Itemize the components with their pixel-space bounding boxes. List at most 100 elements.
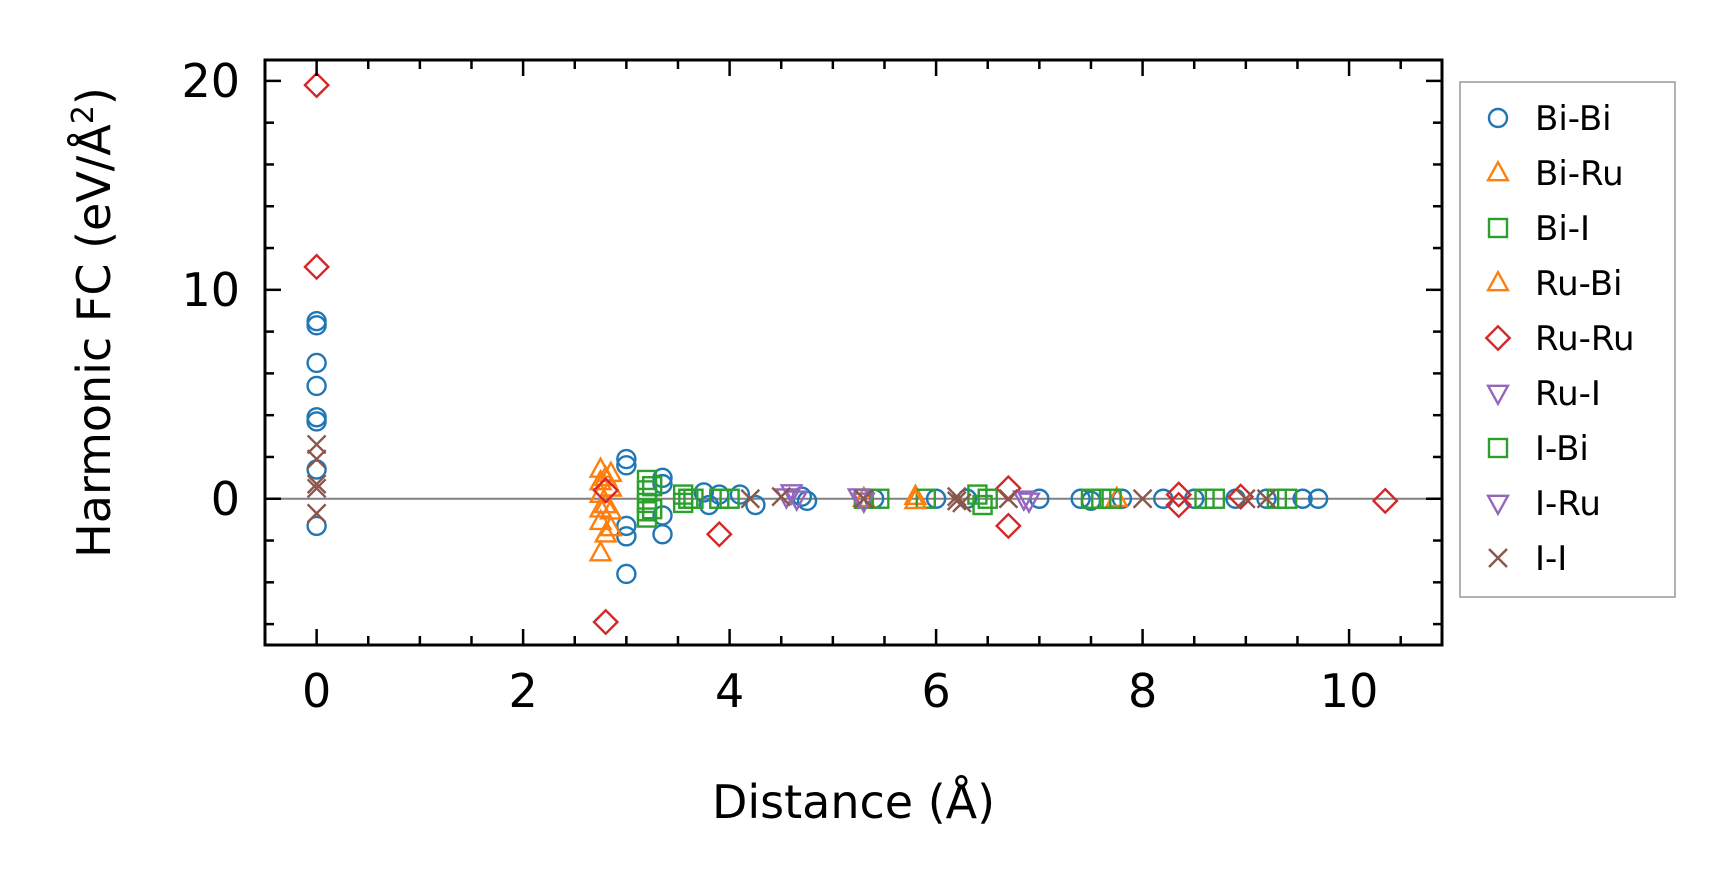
- point-ru-bi: [593, 464, 618, 487]
- point-i-bi: [641, 498, 663, 520]
- point-bi-bi: [306, 315, 327, 336]
- legend-marker-ru-bi: [1486, 269, 1510, 292]
- x-tick-label: 4: [715, 664, 744, 718]
- legend-entry-i-i: I-I: [1535, 539, 1567, 579]
- point-bi-ru: [588, 508, 613, 531]
- point-bi-i: [672, 492, 694, 514]
- point-bi-bi: [616, 563, 637, 585]
- point-i-i: [306, 503, 327, 524]
- axis-ticks: [263, 60, 1442, 645]
- y-axis-label-main: Harmonic FC (eV/Å: [67, 124, 121, 558]
- legend-entry-i-bi: I-Bi: [1535, 429, 1589, 469]
- legend-marker-i-ru: [1486, 494, 1510, 517]
- point-i-bi: [678, 488, 699, 509]
- point-bi-bi: [306, 352, 327, 374]
- point-ru-i: [779, 484, 804, 506]
- point-i-i: [998, 488, 1019, 509]
- point-bi-i: [1194, 488, 1215, 509]
- point-i-bi: [1091, 488, 1112, 509]
- point-i-i: [306, 449, 327, 469]
- point-ru-ru: [994, 512, 1022, 540]
- point-ru-bi: [593, 491, 618, 514]
- point-i-i: [740, 488, 761, 509]
- point-bi-i: [1276, 488, 1298, 509]
- point-bi-bi: [616, 448, 637, 470]
- point-bi-bi: [306, 459, 327, 480]
- point-bi-bi: [1256, 488, 1277, 509]
- point-bi-bi: [1292, 488, 1313, 509]
- point-ru-ru: [1371, 487, 1399, 515]
- plot-area: 0 2 4 6 8 10 0 10 20: [181, 54, 1444, 718]
- point-ru-i: [1011, 490, 1036, 513]
- point-ru-ru: [303, 253, 331, 281]
- point-bi-bi: [616, 515, 637, 537]
- point-i-i: [306, 474, 327, 494]
- point-bi-bi: [1070, 488, 1091, 509]
- legend-entry-bi-bi: Bi-Bi: [1535, 99, 1612, 139]
- tick-labels: 0 2 4 6 8 10 0 10 20: [181, 54, 1378, 718]
- legend-marker-ru-i: [1486, 384, 1510, 407]
- point-bi-bi: [652, 524, 673, 545]
- point-bi-i: [972, 494, 993, 516]
- point-bi-bi: [652, 473, 673, 495]
- point-bi-bi: [1111, 488, 1133, 509]
- x-tick-label: 2: [508, 664, 537, 718]
- point-ru-bi: [903, 487, 928, 510]
- point-bi-bi: [306, 375, 327, 397]
- plot-frame: [263, 58, 1444, 647]
- legend-marker-ru-ru: [1484, 324, 1512, 352]
- x-tick-label: 8: [1128, 664, 1157, 718]
- point-i-i: [306, 478, 327, 499]
- point-bi-ru: [588, 539, 613, 562]
- point-i-i: [1235, 488, 1256, 509]
- point-ru-i: [784, 490, 809, 513]
- point-i-i: [853, 488, 874, 509]
- point-bi-ru: [851, 485, 876, 508]
- point-bi-ru: [588, 495, 613, 518]
- legend-entry-bi-i: Bi-I: [1535, 209, 1590, 249]
- point-bi-bi: [698, 494, 720, 516]
- x-tick-label: 6: [921, 664, 950, 718]
- point-ru-ru: [592, 476, 620, 504]
- point-i-bi: [977, 488, 998, 509]
- point-i-i: [1132, 488, 1153, 509]
- legend-marker-i-i: [1488, 548, 1508, 568]
- point-ru-ru: [592, 608, 620, 636]
- point-bi-i: [1204, 488, 1226, 509]
- point-bi-ru: [903, 483, 928, 506]
- point-ru-bi: [593, 520, 618, 543]
- point-bi-bi: [1307, 488, 1329, 509]
- point-ru-ru: [1165, 491, 1193, 519]
- point-i-ru: [1017, 492, 1041, 515]
- point-ru-ru: [303, 71, 331, 99]
- legend-entry-ru-bi: Ru-Bi: [1535, 264, 1622, 304]
- point-bi-i: [1080, 488, 1102, 509]
- point-bi-bi: [729, 484, 751, 505]
- point-ru-ru: [1227, 483, 1255, 511]
- x-tick-label: 10: [1320, 664, 1379, 718]
- point-i-i: [771, 486, 792, 507]
- y-axis-label: Harmonic FC (eV/Å2): [66, 87, 122, 558]
- point-i-bi: [641, 476, 663, 497]
- point-bi-ru: [598, 460, 623, 483]
- point-bi-bi: [306, 411, 327, 432]
- point-bi-bi: [616, 455, 637, 476]
- point-ru-ru: [705, 520, 733, 548]
- y-axis-label-superscript: 2: [66, 105, 101, 124]
- point-bi-bi: [306, 407, 327, 428]
- point-bi-bi: [306, 515, 327, 537]
- point-i-i: [1256, 488, 1277, 509]
- x-tick-label: 0: [302, 664, 331, 718]
- point-i-i: [306, 434, 327, 455]
- legend-marker-bi-ru: [1486, 159, 1510, 182]
- legend-marker-bi-bi: [1487, 107, 1509, 129]
- point-bi-i: [636, 469, 658, 491]
- x-axis-label: Distance (Å): [712, 775, 995, 829]
- legend-marker-bi-i: [1487, 217, 1509, 239]
- y-tick-label: 10: [181, 263, 240, 317]
- point-bi-i: [967, 484, 988, 505]
- point-ru-ru: [1165, 481, 1193, 508]
- point-bi-bi: [693, 482, 714, 503]
- y-tick-label: 0: [211, 472, 240, 526]
